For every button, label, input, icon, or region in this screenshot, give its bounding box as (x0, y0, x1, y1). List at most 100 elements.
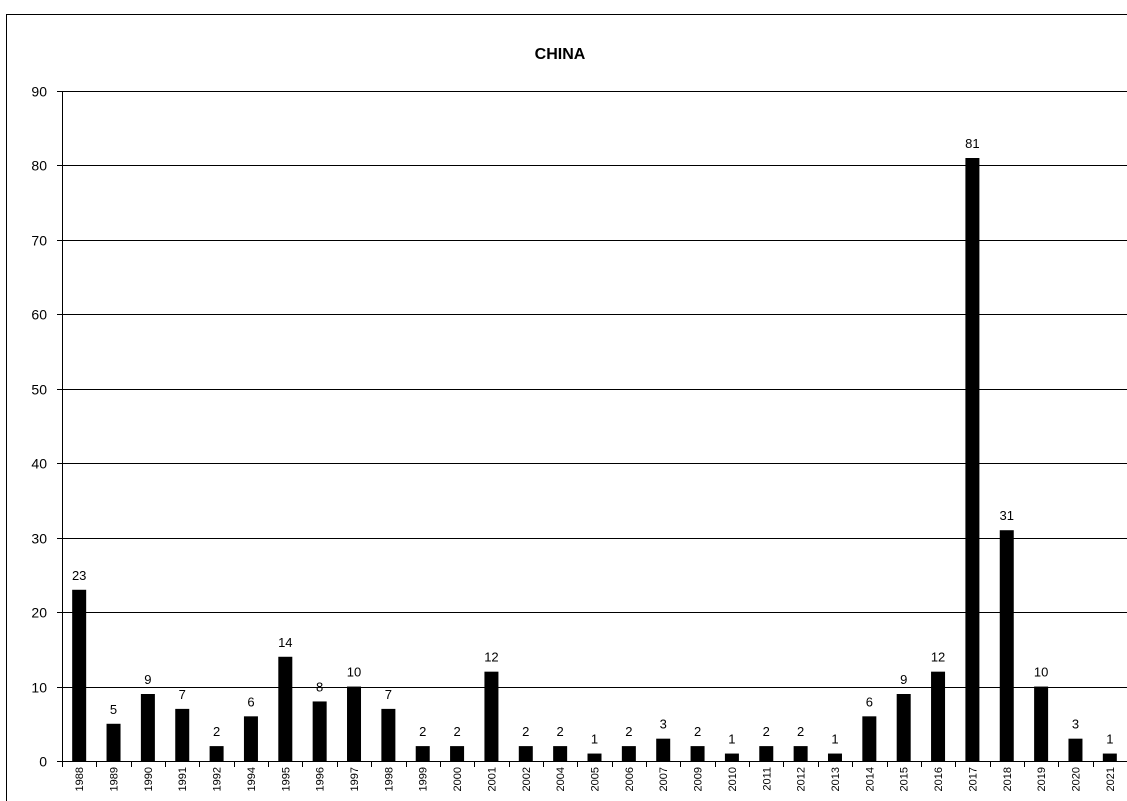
bar (690, 746, 705, 761)
x-axis-labels: 1988 1989 1990 1991 1992 1994 1995 1996 1997 1998… (74, 767, 1117, 791)
data-label: 23 (72, 568, 86, 583)
x-tick-label: 2002 (521, 767, 533, 791)
x-tick-label: 2013 (830, 767, 842, 791)
chart-title: CHINA (535, 46, 586, 63)
x-tick-label: 2017 (967, 767, 979, 791)
y-tick-label: 10 (31, 680, 47, 696)
data-label: 5 (110, 702, 117, 717)
y-axis-ticks: 0 10 20 30 40 50 60 70 80 90 (31, 84, 62, 770)
data-label: 10 (1034, 665, 1048, 680)
bar (175, 708, 190, 761)
bar (106, 723, 121, 761)
bar (793, 746, 808, 761)
x-tick-label: 2021 (1105, 767, 1117, 791)
data-label: 2 (419, 724, 426, 739)
data-label: 1 (728, 732, 735, 747)
data-label: 1 (831, 732, 838, 747)
data-label: 2 (763, 724, 770, 739)
bar (140, 694, 155, 761)
data-label: 2 (694, 724, 701, 739)
bar (278, 656, 293, 761)
bar (587, 753, 602, 761)
x-tick-label: 2009 (693, 767, 705, 791)
bar (965, 158, 980, 761)
chart-frame (6, 14, 1127, 801)
x-tick-label: 2007 (658, 767, 670, 791)
x-tick-label: 1998 (383, 767, 395, 791)
data-label: 10 (347, 665, 361, 680)
data-label: 9 (144, 672, 151, 687)
bar (827, 753, 842, 761)
x-tick-label: 2019 (1036, 767, 1048, 791)
data-label: 12 (931, 650, 945, 665)
x-tick-label: 2006 (624, 767, 636, 791)
bars (72, 158, 1117, 761)
bar (209, 746, 224, 761)
bar (1102, 753, 1117, 761)
bar (759, 746, 774, 761)
bar (381, 708, 396, 761)
x-tick-label: 1990 (143, 767, 155, 791)
bar (1068, 738, 1083, 761)
data-label: 9 (900, 672, 907, 687)
y-tick-label: 70 (31, 233, 47, 249)
x-tick-label: 2010 (727, 767, 739, 791)
data-label: 81 (965, 136, 979, 151)
y-tick-label: 90 (31, 84, 47, 100)
data-label: 7 (385, 687, 392, 702)
y-tick-label: 60 (31, 307, 47, 323)
data-label: 2 (557, 724, 564, 739)
bar (621, 746, 636, 761)
x-tick-label: 2004 (555, 767, 567, 791)
x-tick-label: 2001 (486, 767, 498, 791)
x-tick-label: 2015 (899, 767, 911, 791)
bar (931, 671, 946, 761)
data-label: 2 (453, 724, 460, 739)
x-tick-label: 1989 (109, 767, 121, 791)
x-tick-label: 1997 (349, 767, 361, 791)
bar (484, 671, 499, 761)
x-tick-label: 2014 (864, 767, 876, 791)
y-tick-label: 40 (31, 456, 47, 472)
x-tick-label: 1999 (418, 767, 430, 791)
x-tick-label: 2018 (1002, 767, 1014, 791)
data-label: 6 (866, 694, 873, 709)
data-label: 1 (1106, 732, 1113, 747)
y-tick-label: 20 (31, 605, 47, 621)
x-tick-label: 1988 (74, 767, 86, 791)
y-tick-label: 30 (31, 531, 47, 547)
data-label: 12 (484, 650, 498, 665)
y-tick-label: 80 (31, 158, 47, 174)
bar (347, 686, 362, 761)
data-label: 8 (316, 679, 323, 694)
bar (553, 746, 568, 761)
data-label: 6 (247, 694, 254, 709)
data-label: 2 (625, 724, 632, 739)
x-tick-label: 2012 (796, 767, 808, 791)
x-tick-label: 1994 (246, 767, 258, 791)
x-tick-label: 1992 (212, 767, 224, 791)
data-label: 1 (591, 732, 598, 747)
x-tick-label: 2005 (590, 767, 602, 791)
x-tick-label: 2016 (933, 767, 945, 791)
data-label: 3 (1072, 717, 1079, 732)
x-tick-label: 1991 (177, 767, 189, 791)
gridlines (62, 91, 1127, 688)
x-tick-label: 1995 (280, 767, 292, 791)
x-tick-label: 1996 (315, 767, 327, 791)
bar (72, 589, 87, 761)
bar (862, 716, 877, 761)
bar (450, 746, 465, 761)
data-label: 7 (179, 687, 186, 702)
bar (896, 694, 911, 761)
x-tick-label: 2000 (452, 767, 464, 791)
bar (656, 738, 671, 761)
bar (312, 701, 327, 761)
data-label: 3 (660, 717, 667, 732)
bar (999, 530, 1014, 761)
bar (1034, 686, 1049, 761)
data-label: 31 (1000, 508, 1014, 523)
y-tick-label: 0 (39, 754, 47, 770)
